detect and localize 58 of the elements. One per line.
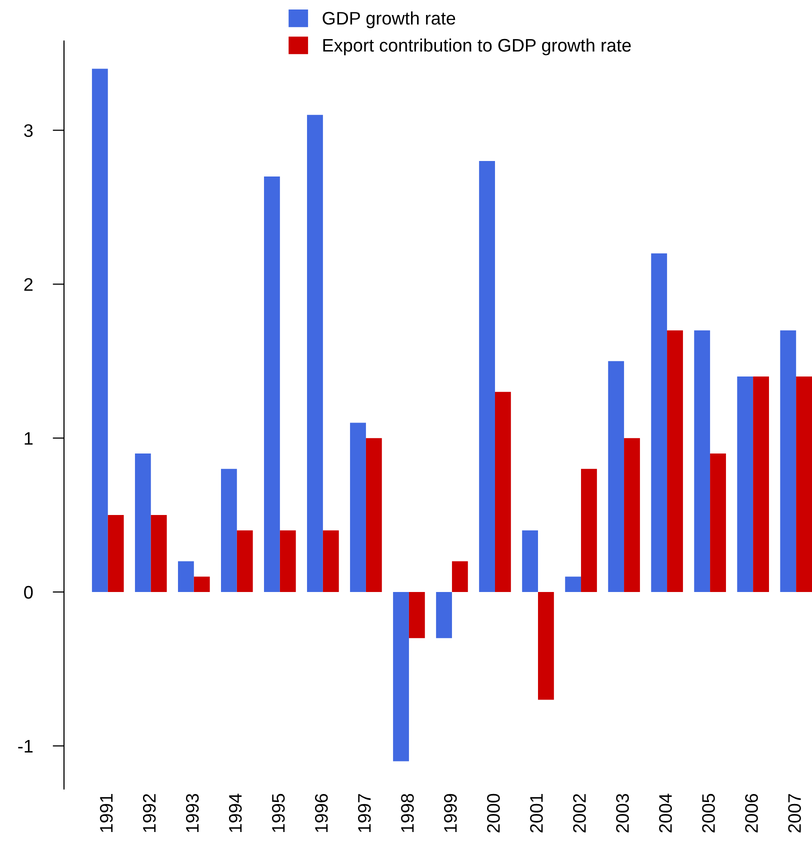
y-tick-label: 0 (24, 586, 33, 599)
bar (322, 530, 339, 592)
bar (753, 376, 769, 592)
bar (307, 114, 323, 592)
bar (236, 530, 253, 592)
bar (565, 576, 582, 592)
bar (737, 376, 754, 592)
x-tick-label: 2007 (788, 794, 801, 832)
bar (436, 592, 452, 638)
x-tick-label: 2000 (487, 794, 500, 832)
bar (796, 376, 812, 592)
y-tick-label: 1 (24, 432, 33, 445)
bar (452, 561, 468, 592)
bar (494, 392, 511, 592)
x-tick-label: 2002 (573, 794, 586, 832)
bar (710, 453, 726, 592)
bar (479, 161, 495, 592)
x-tick-label: 2001 (530, 794, 543, 832)
x-tick-label: 1993 (186, 794, 199, 832)
bar (150, 515, 167, 592)
x-tick-label: 2003 (616, 794, 629, 832)
y-tick-label: 2 (24, 278, 33, 291)
bar (221, 468, 237, 592)
bar (581, 468, 597, 592)
x-tick-label: 2004 (659, 794, 672, 832)
bar (350, 422, 366, 592)
bar (522, 530, 538, 592)
bar (408, 592, 425, 638)
legend-label: Export contribution to GDP growth rate (323, 38, 631, 56)
bar (264, 176, 280, 592)
x-tick-label: 1998 (401, 794, 414, 832)
y-tick-label: 3 (24, 124, 33, 137)
legend-label: GDP growth rate (322, 11, 456, 28)
bar (608, 361, 624, 592)
x-tick-label: 1992 (142, 794, 156, 832)
x-tick-label: 1997 (358, 794, 371, 832)
bar (694, 330, 710, 592)
bar (667, 330, 683, 592)
bar (194, 576, 210, 592)
bar (92, 68, 108, 592)
bar (134, 453, 151, 592)
bar (651, 253, 668, 592)
x-tick-label: 1999 (444, 794, 457, 832)
bar (624, 438, 640, 592)
x-tick-label: 1995 (272, 794, 285, 832)
bar (366, 438, 382, 592)
x-tick-label: 2006 (745, 794, 758, 832)
x-tick-label: 1991 (100, 794, 113, 832)
x-tick-label: 1996 (315, 794, 328, 832)
bar (108, 515, 124, 592)
x-tick-label: 2005 (702, 794, 715, 832)
bar (280, 530, 296, 592)
bar (393, 592, 409, 762)
bar (780, 330, 796, 592)
x-tick-label: 1994 (228, 794, 242, 832)
y-tick-label: -1 (18, 740, 33, 752)
bar (178, 561, 194, 592)
bar (538, 592, 554, 700)
